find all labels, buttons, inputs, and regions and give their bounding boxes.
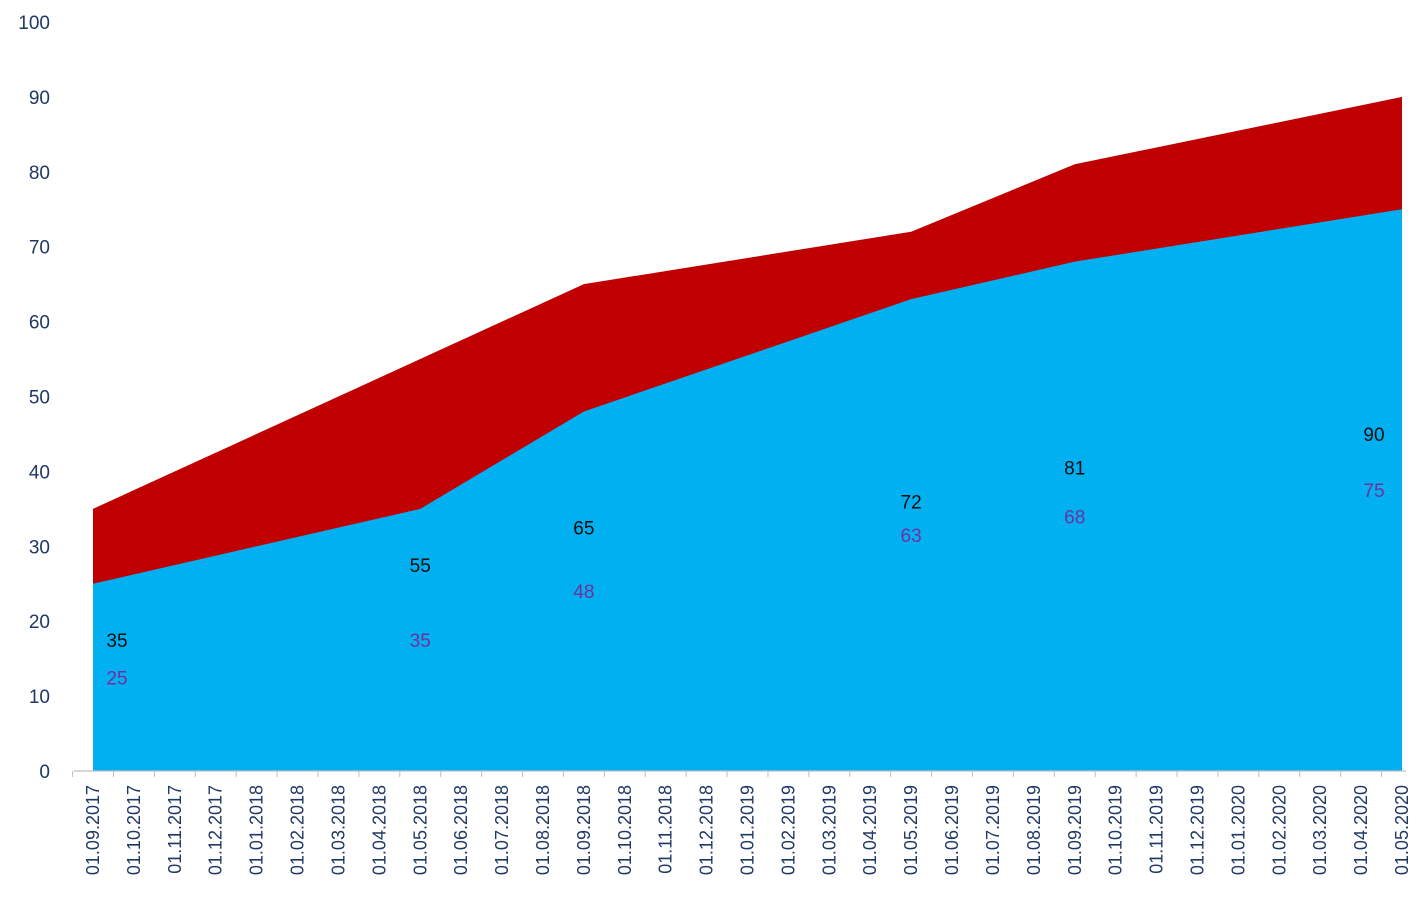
- x-tick-label: 01.06.2019: [942, 785, 962, 875]
- x-axis-tick-labels: 01.09.2017 01.10.2017 01.11.2017 01.12.2017…: [83, 785, 1412, 875]
- y-tick-label: 100: [18, 13, 50, 34]
- series-1-data-label: 81: [1064, 459, 1085, 480]
- y-axis-tick-labels: 0 10 20 30 40 50 60 70 80 90 100: [18, 13, 50, 783]
- y-tick-label: 70: [29, 238, 50, 259]
- series-1-data-label: 90: [1363, 425, 1384, 446]
- x-tick-label: 01.09.2017: [83, 785, 103, 875]
- series-2-data-label: 48: [573, 582, 594, 603]
- x-tick-label: 01.09.2019: [1065, 785, 1085, 875]
- series-areas: [93, 96, 1402, 771]
- x-tick-label: 01.10.2019: [1106, 785, 1126, 875]
- series-2-data-label: 35: [410, 631, 431, 652]
- x-tick-label: 01.01.2018: [247, 785, 267, 875]
- x-tick-label: 01.05.2018: [410, 785, 430, 875]
- x-tick-label: 01.03.2020: [1310, 785, 1330, 875]
- x-tick-label: 01.01.2020: [1228, 785, 1248, 875]
- x-tick-label: 01.09.2018: [574, 785, 594, 875]
- x-tick-label: 01.05.2020: [1392, 785, 1412, 875]
- x-tick-label: 01.03.2019: [819, 785, 839, 875]
- x-tick-label: 01.06.2018: [451, 785, 471, 875]
- series-2-data-label: 75: [1363, 481, 1384, 502]
- axes: [72, 770, 1406, 777]
- x-tick-label: 01.02.2019: [778, 785, 798, 875]
- x-tick-label: 01.08.2018: [533, 785, 553, 875]
- x-tick-label: 01.11.2019: [1147, 785, 1167, 874]
- x-tick-label: 01.07.2018: [492, 785, 512, 875]
- series-2-data-label: 68: [1064, 507, 1085, 528]
- y-tick-label: 50: [29, 388, 50, 409]
- x-tick-label: 01.04.2018: [369, 785, 389, 875]
- series-2-data-label: 25: [106, 668, 127, 689]
- x-tick-label: 01.11.2018: [656, 785, 676, 874]
- y-tick-label: 20: [29, 612, 50, 633]
- series-1-data-label: 65: [573, 519, 594, 540]
- x-tick-label: 01.02.2018: [288, 785, 308, 875]
- x-tick-label: 01.08.2019: [1024, 785, 1044, 875]
- series-1-data-label: 35: [106, 631, 127, 652]
- y-tick-label: 30: [29, 537, 50, 558]
- x-tick-label: 01.10.2017: [124, 785, 144, 875]
- x-tick-label: 01.11.2017: [165, 785, 185, 874]
- y-tick-label: 80: [29, 163, 50, 184]
- x-tick-label: 01.10.2018: [615, 785, 635, 875]
- x-tick-label: 01.03.2018: [328, 785, 348, 875]
- x-tick-label: 01.05.2019: [901, 785, 921, 875]
- x-tick-label: 01.04.2019: [860, 785, 880, 875]
- x-tick-label: 01.07.2019: [983, 785, 1003, 875]
- series-2-data-label: 63: [901, 526, 922, 547]
- y-tick-label: 90: [29, 88, 50, 109]
- x-tick-label: 01.12.2019: [1187, 785, 1207, 875]
- y-tick-label: 0: [39, 762, 50, 783]
- x-tick-label: 01.12.2017: [206, 785, 226, 875]
- series-2-area: [93, 209, 1402, 771]
- data-labels: 35 55 65 72 81 90 25 35 48 63 68 75: [106, 425, 1384, 689]
- series-1-data-label: 72: [901, 492, 922, 513]
- x-tick-label: 01.04.2020: [1351, 785, 1371, 875]
- y-tick-label: 40: [29, 462, 50, 483]
- x-tick-label: 01.12.2018: [697, 785, 717, 875]
- y-tick-label: 10: [29, 687, 50, 708]
- x-tick-label: 01.01.2019: [738, 785, 758, 875]
- x-tick-label: 01.02.2020: [1269, 785, 1289, 875]
- series-1-data-label: 55: [410, 556, 431, 577]
- y-tick-label: 60: [29, 313, 50, 334]
